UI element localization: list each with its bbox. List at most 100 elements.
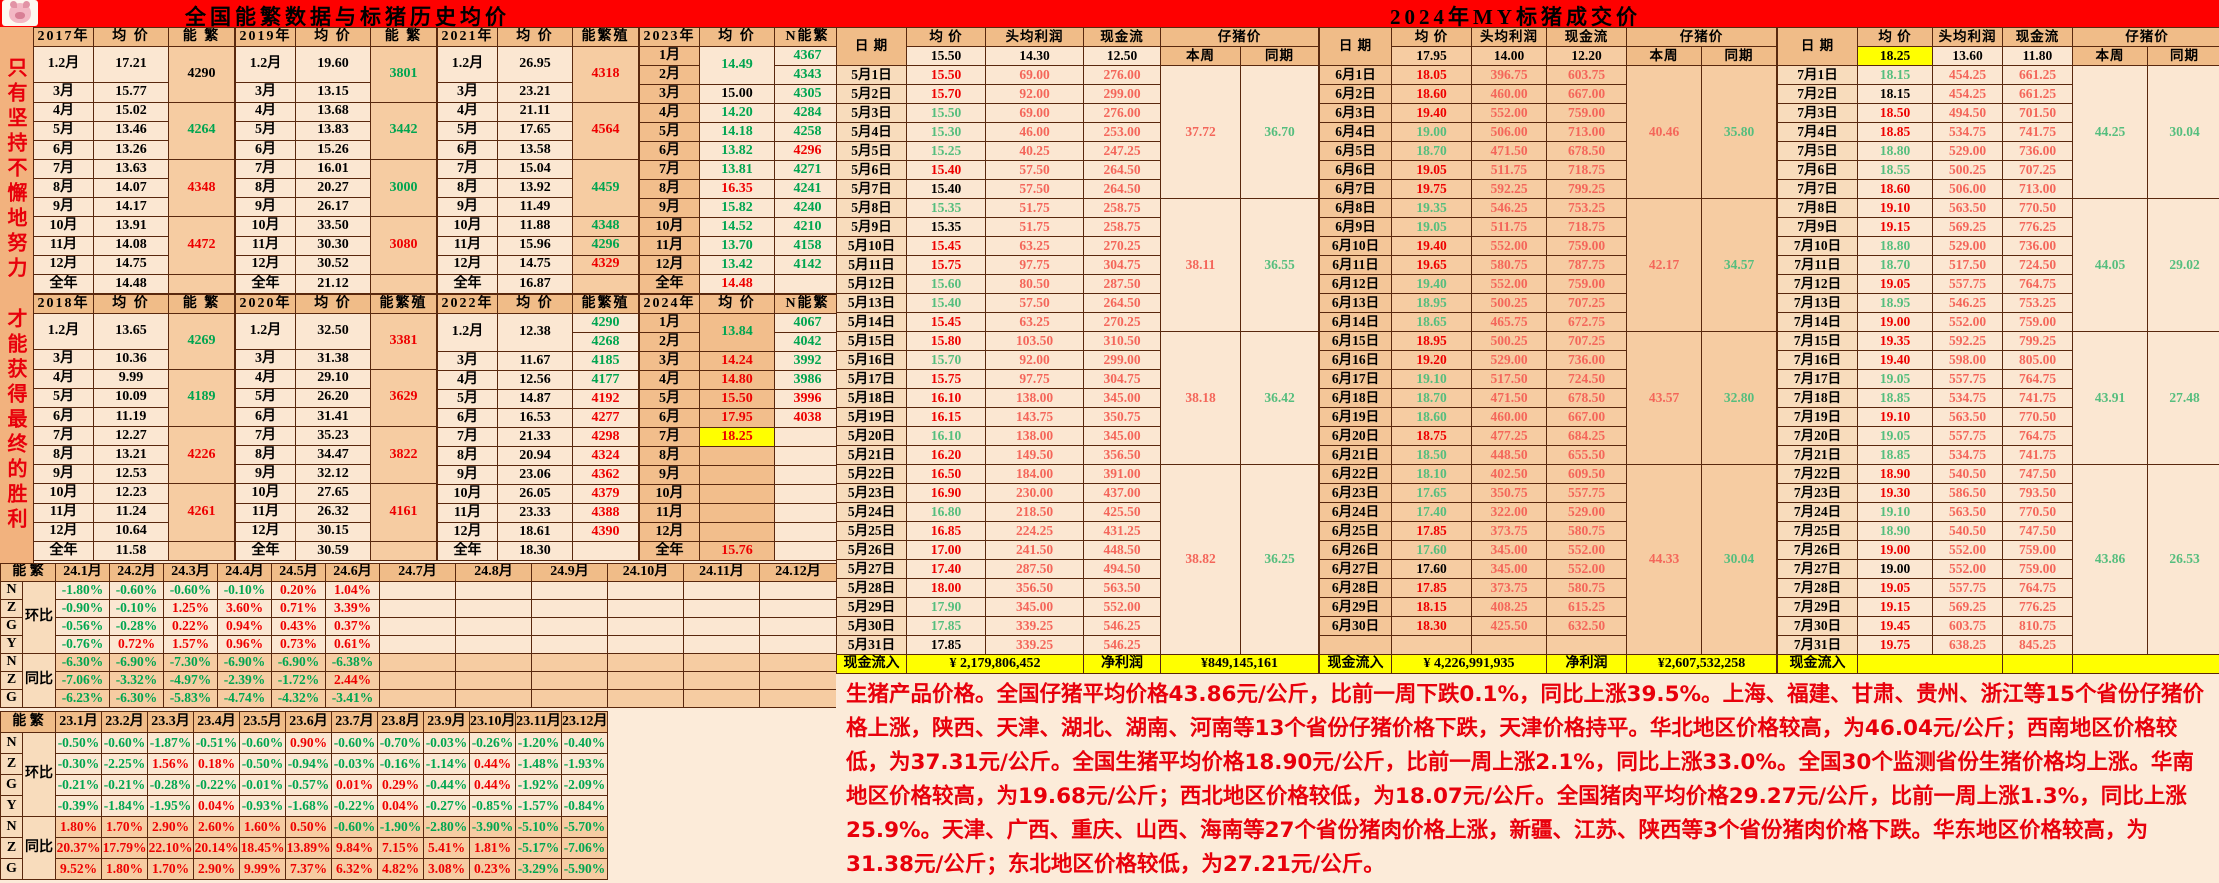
day-profit-cell[interactable]: 218.50: [985, 502, 1084, 522]
pct-value-cell[interactable]: 7.37%: [285, 858, 332, 880]
pct-value-cell[interactable]: -0.60%: [109, 581, 164, 600]
day-profit-cell[interactable]: 454.25: [1932, 65, 2003, 85]
breeding-stock-cell[interactable]: 3080: [370, 216, 437, 275]
day-cashflow-cell[interactable]: 552.00: [1546, 540, 1627, 560]
date-cell[interactable]: 6月22日: [1319, 464, 1392, 484]
pct-value-cell[interactable]: -0.85%: [469, 795, 516, 817]
month-cell[interactable]: 10月: [33, 216, 94, 237]
month-cell[interactable]: 4月: [639, 103, 700, 123]
avg-price-cell[interactable]: 14.24: [699, 351, 775, 371]
day-cashflow-cell[interactable]: 546.25: [1083, 616, 1161, 636]
day-profit-cell[interactable]: 552.00: [1932, 312, 2003, 332]
pct-value-cell[interactable]: 0.44%: [469, 753, 516, 775]
day-cashflow-cell[interactable]: 764.75: [2002, 369, 2073, 389]
compare-type-label[interactable]: 环比: [22, 581, 56, 654]
month-cell[interactable]: 5月: [639, 122, 700, 142]
avg-price-cell[interactable]: 12.27: [93, 425, 169, 447]
month-cell[interactable]: 5月: [437, 120, 498, 141]
month-cell[interactable]: 8月: [437, 178, 498, 199]
piglet-lastyear-cell[interactable]: 29.02: [2147, 198, 2219, 332]
date-cell[interactable]: 5月5日: [836, 141, 907, 161]
pct-value-cell[interactable]: -1.48%: [515, 753, 562, 775]
breeding-stock-cell[interactable]: 4210: [774, 217, 841, 237]
date-cell[interactable]: 5月29日: [836, 597, 907, 617]
breeding-stock-cell[interactable]: 4564: [572, 101, 639, 160]
pct-month-header[interactable]: 24.2月: [109, 563, 164, 582]
month-cell[interactable]: 9月: [639, 465, 700, 485]
day-price-cell[interactable]: 16.50: [906, 464, 986, 484]
day-price-cell[interactable]: 19.45: [1857, 616, 1933, 636]
profit-header[interactable]: 头均利润: [1471, 27, 1547, 47]
pct-value-cell[interactable]: [759, 653, 837, 672]
day-profit-cell[interactable]: 138.00: [985, 426, 1084, 446]
breeding-stock-cell[interactable]: [168, 273, 235, 295]
date-cell[interactable]: 7月28日: [1777, 578, 1858, 598]
pct-value-cell[interactable]: -3.29%: [515, 858, 562, 880]
day-profit-cell[interactable]: 80.50: [985, 274, 1084, 294]
piglet-week-cell[interactable]: 43.91: [2072, 331, 2148, 465]
day-profit-cell[interactable]: 345.00: [1471, 559, 1547, 579]
net-profit-value[interactable]: ¥2,607,532,258: [1626, 654, 1777, 674]
pct-value-cell[interactable]: 0.71%: [271, 599, 326, 618]
pct-value-cell[interactable]: -7.06%: [55, 671, 110, 690]
day-cashflow-cell[interactable]: 741.75: [2002, 445, 2073, 465]
series-letter-label[interactable]: N: [0, 732, 23, 754]
month-cell[interactable]: 1.2月: [437, 313, 498, 352]
pct-value-cell[interactable]: [531, 689, 608, 708]
month-cell[interactable]: 3月: [33, 82, 94, 103]
avg-price-cell[interactable]: 12.23: [93, 483, 169, 504]
year-header[interactable]: 2024年: [639, 294, 700, 314]
pct-month-header[interactable]: 23.7月: [331, 711, 378, 733]
day-profit-cell[interactable]: 638.25: [1932, 635, 2003, 655]
date-cell[interactable]: 5月22日: [836, 464, 907, 484]
breeding-stock-cell[interactable]: 4038: [774, 408, 841, 428]
pct-value-cell[interactable]: -5.17%: [515, 837, 562, 859]
breeding-stock-cell[interactable]: 3986: [774, 370, 841, 390]
day-price-cell[interactable]: 18.70: [1391, 388, 1472, 408]
avg-price-cell[interactable]: 11.67: [497, 351, 573, 371]
day-cashflow-cell[interactable]: 299.00: [1083, 350, 1161, 370]
day-price-cell[interactable]: 19.75: [1391, 179, 1472, 199]
cash-in-value[interactable]: ¥ 2,179,806,452: [906, 654, 1084, 674]
day-cashflow-cell[interactable]: 667.00: [1546, 84, 1627, 104]
month-cell[interactable]: 10月: [437, 484, 498, 504]
day-price-cell[interactable]: 15.30: [906, 122, 986, 142]
month-cell[interactable]: 11月: [33, 502, 94, 523]
breeding-stock-cell[interactable]: 4192: [572, 389, 639, 409]
pct-value-cell[interactable]: -6.23%: [55, 689, 110, 708]
month-cell[interactable]: 1.2月: [235, 46, 296, 84]
day-price-cell[interactable]: 19.10: [1391, 369, 1472, 389]
day-cashflow-cell[interactable]: 345.00: [1083, 426, 1161, 446]
day-price-cell[interactable]: 18.70: [1391, 141, 1472, 161]
day-profit-cell[interactable]: 557.75: [1932, 578, 2003, 598]
day-price-cell[interactable]: 18.85: [1857, 445, 1933, 465]
breeding-stock-cell[interactable]: 3801: [370, 46, 437, 103]
pct-month-header[interactable]: 23.9月: [423, 711, 470, 733]
month-cell[interactable]: 12月: [235, 254, 296, 275]
pct-value-cell[interactable]: -0.76%: [55, 635, 110, 654]
day-profit-cell[interactable]: 552.00: [1471, 274, 1547, 294]
day-cashflow-cell[interactable]: 356.50: [1083, 445, 1161, 465]
date-cell[interactable]: 7月29日: [1777, 597, 1858, 617]
day-price-cell[interactable]: 15.25: [906, 141, 986, 161]
date-cell[interactable]: 6月29日: [1319, 597, 1392, 617]
day-profit-cell[interactable]: 569.25: [1932, 597, 2003, 617]
day-cashflow-cell[interactable]: 667.00: [1546, 407, 1627, 427]
day-price-cell[interactable]: 19.00: [1857, 312, 1933, 332]
profit-header[interactable]: 头均利润: [985, 27, 1084, 47]
day-cashflow-cell[interactable]: 707.25: [2002, 160, 2073, 180]
day-price-cell[interactable]: 19.75: [1857, 635, 1933, 655]
piglet-lastyear-cell[interactable]: 30.04: [1701, 464, 1777, 655]
month-cell[interactable]: 11月: [639, 236, 700, 256]
date-cell[interactable]: 6月5日: [1319, 141, 1392, 161]
pct-value-cell[interactable]: 0.50%: [285, 816, 332, 838]
avg-price-cell[interactable]: 18.61: [497, 522, 573, 542]
day-profit-cell[interactable]: 586.50: [1932, 483, 2003, 503]
pct-value-cell[interactable]: -6.90%: [217, 653, 272, 672]
date-cell[interactable]: 6月21日: [1319, 445, 1392, 465]
pct-value-cell[interactable]: -0.30%: [55, 753, 102, 775]
day-price-cell[interactable]: 17.65: [1391, 483, 1472, 503]
pct-value-cell[interactable]: -1.68%: [285, 795, 332, 817]
avg-price-cell[interactable]: 10.64: [93, 521, 169, 542]
day-cashflow-cell[interactable]: 258.75: [1083, 198, 1161, 218]
